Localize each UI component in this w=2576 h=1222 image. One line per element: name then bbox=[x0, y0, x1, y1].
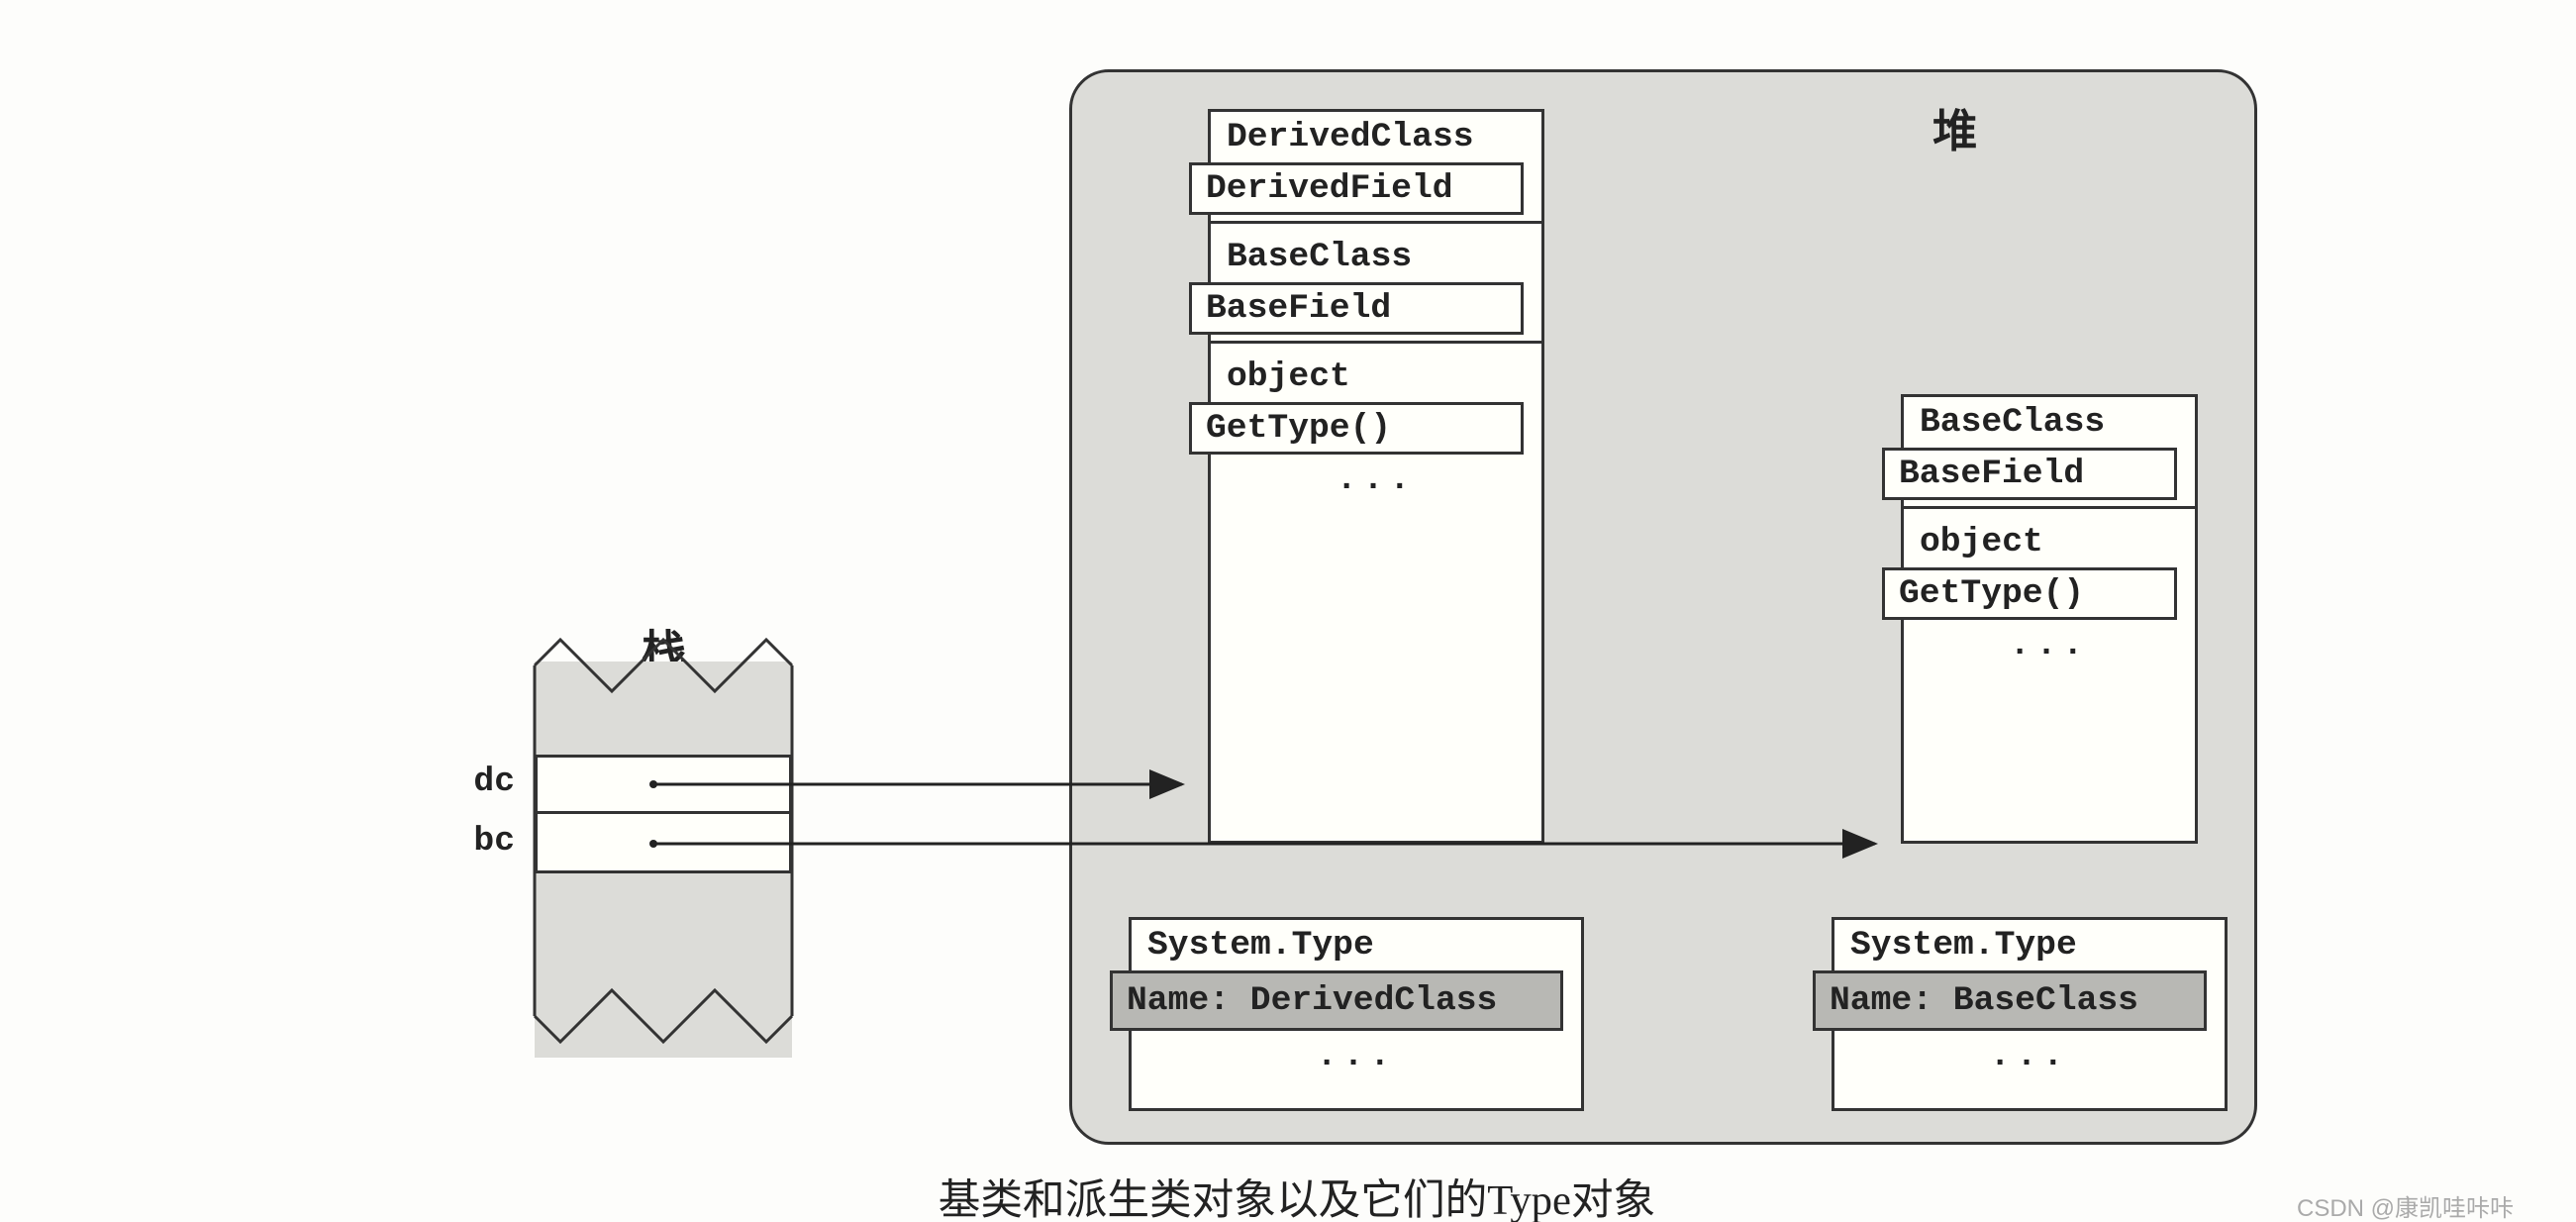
ref-label-bc: bc bbox=[396, 822, 515, 861]
obj-dc-type-slot-name: Name: DerivedClass bbox=[1110, 970, 1563, 1031]
obj-baseclass-rest: ... bbox=[1904, 626, 2195, 668]
ref-label-dc: dc bbox=[396, 763, 515, 801]
obj-dc-type: System.Type Name: DerivedClass ... bbox=[1129, 917, 1584, 1111]
obj-baseclass-slot-basefield: BaseField bbox=[1882, 448, 2177, 500]
obj-derivedclass-slot-basefield: BaseField bbox=[1189, 282, 1524, 335]
obj-derivedclass-rest: ... bbox=[1211, 460, 1541, 503]
obj-bc-type-title: System.Type bbox=[1834, 920, 2225, 970]
obj-baseclass-object-title: object bbox=[1904, 517, 2195, 567]
obj-dc-type-rest: ... bbox=[1132, 1037, 1581, 1079]
obj-bc-type: System.Type Name: BaseClass ... bbox=[1832, 917, 2228, 1111]
watermark: CSDN @康凯哇咔咔 bbox=[2297, 1188, 2514, 1222]
obj-derivedclass-baseclass-title: BaseClass bbox=[1211, 232, 1541, 282]
heap-label: 堆 bbox=[1932, 95, 1977, 160]
diagram-canvas: 堆 栈 dc bc DerivedClass DerivedField Base… bbox=[0, 0, 2576, 1222]
stack-cell-bc bbox=[535, 814, 792, 873]
diagram-caption: 基类和派生类对象以及它们的Type对象 bbox=[851, 1167, 1742, 1222]
obj-derivedclass-slot-gettype: GetType() bbox=[1189, 402, 1524, 455]
obj-baseclass-slot-gettype: GetType() bbox=[1882, 567, 2177, 620]
obj-dc-type-title: System.Type bbox=[1132, 920, 1581, 970]
obj-derivedclass-title: DerivedClass bbox=[1211, 112, 1541, 162]
obj-baseclass-title: BaseClass bbox=[1904, 397, 2195, 448]
obj-derivedclass-object-title: object bbox=[1211, 352, 1541, 402]
obj-bc-type-slot-name: Name: BaseClass bbox=[1813, 970, 2207, 1031]
obj-derivedclass: DerivedClass DerivedField BaseClass Base… bbox=[1208, 109, 1544, 844]
stack-cell-dc bbox=[535, 755, 792, 814]
obj-baseclass: BaseClass BaseField object GetType() ... bbox=[1901, 394, 2198, 844]
obj-derivedclass-slot-derivedfield: DerivedField bbox=[1189, 162, 1524, 215]
obj-bc-type-rest: ... bbox=[1834, 1037, 2225, 1079]
